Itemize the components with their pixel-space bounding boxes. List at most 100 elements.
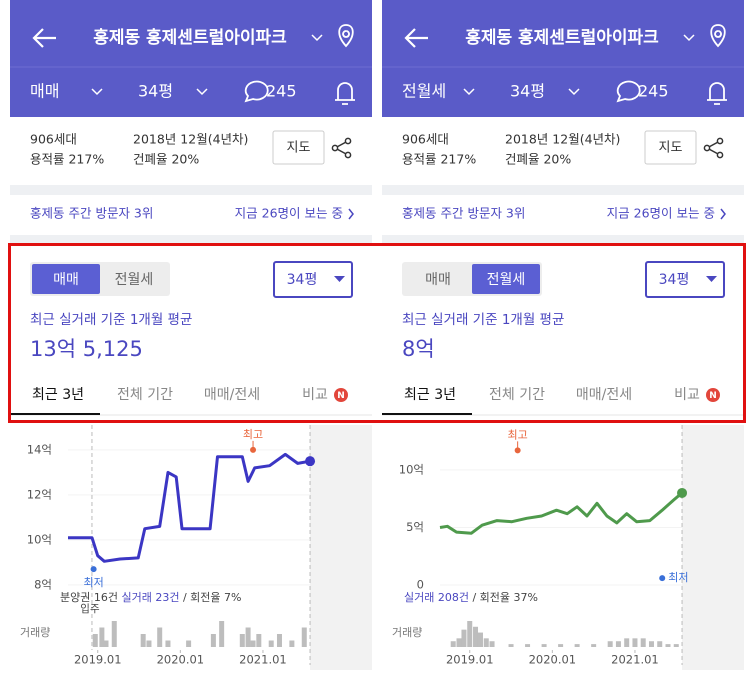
volume-bar	[165, 640, 171, 647]
volume-bar	[157, 627, 163, 647]
volume-bar	[508, 644, 514, 647]
volume-bar	[289, 640, 295, 647]
back-button[interactable]	[404, 28, 428, 48]
share-dot	[331, 144, 339, 152]
tab[interactable]: 비교	[674, 387, 700, 403]
location-icon[interactable]	[338, 24, 354, 48]
coverage: 건폐율 20%	[505, 152, 571, 167]
volume-label: 거래량	[392, 626, 422, 639]
chevron	[683, 34, 695, 42]
gap	[10, 235, 372, 245]
size-filter[interactable]: 34평	[138, 82, 173, 101]
y-tick-label: 12억	[27, 487, 52, 501]
back-button[interactable]	[32, 28, 56, 48]
volume-bar	[632, 638, 638, 647]
built-date: 2018년 12월(4년차)	[133, 132, 248, 147]
chevron	[463, 88, 475, 96]
toggle-option[interactable]: 전월세	[115, 272, 154, 288]
comment-count[interactable]: 245	[638, 82, 669, 101]
tab[interactable]: 매매/전세	[204, 387, 260, 403]
summary-label: 최근 실거래 기준 1개월 평균	[402, 312, 564, 328]
tab[interactable]: 최근 3년	[404, 387, 456, 403]
badge-label: N	[337, 391, 345, 401]
transaction-counts: 실거래 208건 / 회전율 37%	[404, 591, 538, 604]
future-shade	[310, 425, 372, 670]
x-tick-label: 2019.01	[446, 653, 494, 667]
x-tick-label: 2020.01	[529, 653, 577, 667]
volume-bar	[140, 634, 146, 647]
size-filter[interactable]: 34평	[510, 82, 545, 101]
volume-label: 거래량	[20, 626, 50, 639]
volume-bar	[665, 644, 671, 647]
floor-area-ratio: 용적률 217%	[402, 152, 476, 167]
volume-bar	[624, 638, 630, 647]
y-tick-label: 10억	[27, 532, 52, 546]
volume-bar	[301, 627, 307, 647]
size-select[interactable]	[273, 261, 353, 298]
toggle-option[interactable]: 매매	[425, 272, 451, 288]
viewers[interactable]: 지금 26명이 보는 중	[607, 206, 715, 221]
y-tick-label: 0	[417, 578, 424, 592]
size-select-label: 34평	[659, 272, 690, 288]
map-button[interactable]	[644, 130, 697, 165]
tab[interactable]: 매매/전세	[576, 387, 632, 403]
trade-type[interactable]: 매매	[30, 82, 59, 101]
count-text: 분양권 16건	[60, 591, 121, 604]
tab[interactable]: 비교	[302, 387, 328, 403]
floor-area-ratio: 용적률 217%	[30, 152, 104, 167]
map-button[interactable]	[272, 130, 325, 165]
chevron-right	[348, 208, 354, 220]
min-label: 최저	[83, 576, 103, 589]
location-icon[interactable]	[710, 24, 726, 48]
badge	[334, 388, 348, 402]
y-tick-label: 10억	[399, 462, 424, 476]
highlight-box	[8, 243, 746, 423]
chevron	[196, 88, 208, 96]
map-button-label[interactable]: 지도	[659, 141, 683, 156]
volume-bar	[450, 641, 456, 647]
volume-bar	[111, 621, 117, 647]
header-bar	[382, 0, 744, 117]
volume-bar	[103, 640, 109, 647]
max-label: 최고	[508, 428, 528, 441]
volume-bar	[574, 644, 580, 647]
latest-point	[677, 487, 688, 498]
toggle-option[interactable]: 전월세	[487, 272, 526, 288]
map-button-label[interactable]: 지도	[287, 141, 311, 156]
tab[interactable]: 전체 기간	[117, 387, 173, 403]
bell-icon[interactable]	[335, 82, 355, 105]
toggle-option[interactable]: 매매	[53, 272, 79, 288]
volume-bar	[558, 644, 564, 647]
volume-bar	[456, 638, 462, 647]
volume-bar	[146, 640, 152, 647]
badge-label: N	[709, 391, 717, 401]
y-tick-label: 8억	[34, 577, 52, 591]
bell-icon[interactable]	[707, 82, 727, 105]
tab[interactable]: 전체 기간	[489, 387, 545, 403]
volume-bar	[276, 634, 282, 647]
volume-bar	[525, 644, 531, 647]
visitor-rank: 홍제동 주간 방문자 3위	[30, 206, 153, 221]
summary-label: 최근 실거래 기준 1개월 평균	[30, 312, 192, 328]
viewers[interactable]: 지금 26명이 보는 중	[235, 206, 343, 221]
built-date: 2018년 12월(4년차)	[505, 132, 620, 147]
toggle-selected	[472, 264, 540, 294]
y-tick-label: 14억	[27, 442, 52, 456]
summary-price: 13억 5,125	[30, 337, 143, 361]
trade-type[interactable]: 전월세	[402, 82, 446, 101]
volume-bar	[461, 629, 467, 647]
size-select[interactable]	[645, 261, 725, 298]
volume-bar	[210, 634, 216, 647]
comment-icon	[244, 80, 269, 103]
households: 906세대	[402, 132, 449, 147]
move-in-label: 입주	[80, 602, 100, 615]
volume-bar	[489, 641, 495, 647]
min-point	[659, 575, 666, 582]
transaction-counts: 분양권 16건 실거래 23건 / 회전율 7%	[60, 591, 241, 604]
tab[interactable]: 최근 3년	[32, 387, 84, 403]
volume-bar	[473, 626, 479, 647]
comment-count[interactable]: 245	[266, 82, 297, 101]
volume-bar	[673, 644, 679, 647]
volume-bar	[239, 634, 245, 647]
